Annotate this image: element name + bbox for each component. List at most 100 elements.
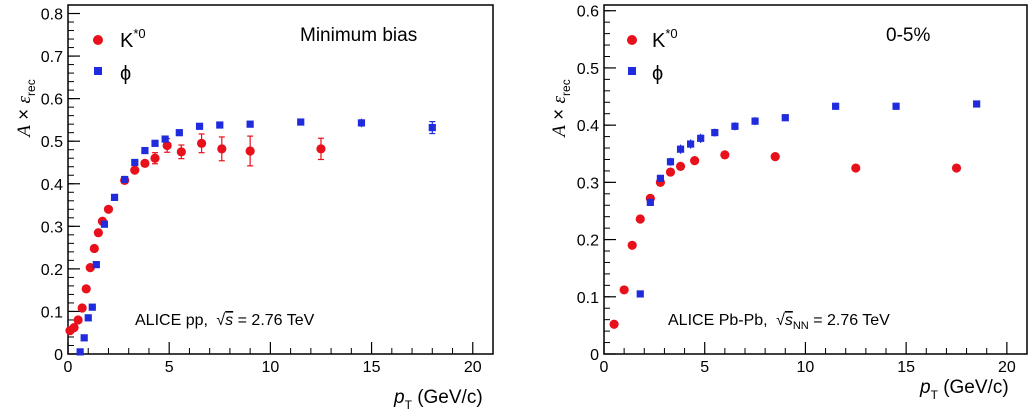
x-tick-label: 15 — [363, 359, 381, 376]
phi-point — [195, 122, 204, 130]
chart-panel-minimum-bias: 0 5 10 15 20 0 0.1 0.2 0.3 0.4 0.5 0.6 0.7 0.8 A × εr… — [14, 4, 494, 412]
chart-panel-central: 0 5 10 15 20 0 0.1 0.2 0.3 0.4 0.5 0.6 A × εrec pT … — [549, 4, 1028, 402]
legend-label-phi: ϕ — [652, 63, 663, 85]
data-marks — [609, 100, 981, 329]
phi-point — [428, 123, 436, 132]
phi-point — [161, 135, 169, 143]
sqrt-symbol: √ — [216, 312, 225, 329]
phi-point — [100, 220, 109, 228]
phi-point — [246, 120, 254, 128]
kstar-point — [675, 161, 686, 171]
kstar-point — [951, 163, 962, 173]
system-label: ALICE Pb-Pb, √sNN = 2.76 TeV — [668, 312, 890, 332]
axis-ticks — [67, 4, 494, 355]
system-label-text: ALICE pp, — [135, 312, 208, 329]
x-tick-label: 15 — [897, 359, 915, 376]
y-tick-label: 0.1 — [577, 290, 599, 307]
kstar-point — [720, 150, 730, 160]
kstar-point — [103, 204, 114, 214]
y-tick-label: 0.4 — [41, 177, 63, 194]
phi-point — [357, 119, 366, 127]
y-tick-label: 0 — [54, 347, 63, 364]
y-tick-label: 0.3 — [577, 175, 599, 192]
kstar-point — [130, 165, 140, 175]
legend: K*0 ϕ — [93, 26, 146, 85]
y-tick-label: 0 — [590, 347, 599, 364]
kstar-point — [316, 144, 326, 154]
phi-point — [141, 146, 149, 155]
x-axis-title: pT (GeV/c) — [393, 387, 483, 412]
phi-point — [687, 140, 695, 148]
plot-frame — [603, 4, 1028, 355]
y-tick-label: 0.5 — [41, 134, 63, 151]
sqrt-symbol: √ — [776, 312, 785, 329]
phi-point — [121, 175, 129, 184]
energy-label: = 2.76 TeV — [238, 312, 315, 329]
system-label-text: ALICE Pb-Pb, — [668, 312, 768, 329]
x-tick-label: 20 — [998, 359, 1016, 376]
phi-point — [973, 100, 981, 108]
legend: K*0 ϕ — [627, 26, 678, 85]
legend-label-kstar: K*0 — [652, 26, 678, 52]
kstar-point — [176, 147, 186, 157]
legend-marker-phi — [628, 67, 636, 75]
system-label: ALICE pp, √s = 2.76 TeV — [135, 312, 315, 329]
kstar-point — [196, 138, 207, 148]
centrality-annotation: Minimum bias — [300, 25, 417, 46]
centrality-annotation: 0-5% — [886, 25, 930, 46]
phi-point — [751, 117, 759, 125]
phi-point — [636, 290, 644, 298]
kstar-point — [851, 163, 861, 173]
kstar-point — [69, 323, 79, 333]
phi-point — [676, 145, 685, 153]
x-tick-label: 0 — [64, 359, 73, 376]
phi-point — [297, 118, 305, 126]
x-axis-unit: (GeV/c) — [943, 377, 1008, 398]
y-tick-label: 0.4 — [577, 118, 599, 135]
x-tick-label: 20 — [464, 359, 482, 376]
energy-label: = 2.76 TeV — [813, 312, 890, 329]
x-tick-label: 0 — [600, 359, 609, 376]
plot-frame — [67, 4, 494, 355]
kstar-point — [162, 140, 172, 151]
x-axis-title: pT (GeV/c) — [919, 377, 1009, 402]
phi-point — [92, 261, 100, 269]
y-tick-label: 0.7 — [41, 49, 63, 66]
kstar-point — [770, 152, 780, 162]
phi-point — [175, 129, 183, 137]
kstar-point — [77, 303, 87, 313]
phi-point — [711, 128, 719, 137]
kstar-point — [217, 144, 227, 154]
kstar-point — [93, 228, 103, 238]
phi-point — [151, 139, 159, 147]
phi-point — [781, 114, 789, 122]
phi-point — [76, 348, 84, 356]
kstar-point — [150, 153, 160, 163]
x-axis-unit: (GeV/c) — [417, 387, 482, 408]
y-tick-label: 0.3 — [41, 219, 63, 236]
phi-point — [216, 121, 224, 129]
x-tick-label: 5 — [165, 359, 174, 376]
phi-point — [666, 158, 675, 166]
y-tick-label: 0.8 — [41, 7, 63, 24]
legend-label-phi: ϕ — [120, 63, 131, 85]
y-tick-label: 0.5 — [577, 61, 599, 78]
kstar-point — [690, 156, 700, 166]
kstar-point — [619, 285, 629, 295]
kstar-point — [245, 146, 255, 156]
x-tick-label: 5 — [700, 359, 709, 376]
phi-point — [892, 102, 900, 110]
phi-point — [88, 303, 96, 311]
phi-point — [131, 158, 139, 167]
y-tick-label: 0.2 — [41, 262, 63, 279]
axis-tick-labels: 0 5 10 15 20 0 0.1 0.2 0.3 0.4 0.5 0.6 0.7 0.8 — [41, 7, 482, 376]
kstar-point — [627, 240, 637, 250]
kstar-point — [81, 284, 91, 294]
legend-marker-kstar — [627, 35, 637, 45]
phi-point — [80, 334, 88, 342]
kstar-point — [140, 158, 150, 168]
y-tick-label: 0.1 — [41, 304, 63, 321]
legend-label-kstar: K*0 — [120, 26, 146, 52]
phi-point — [646, 198, 654, 206]
kstar-point — [85, 263, 95, 273]
